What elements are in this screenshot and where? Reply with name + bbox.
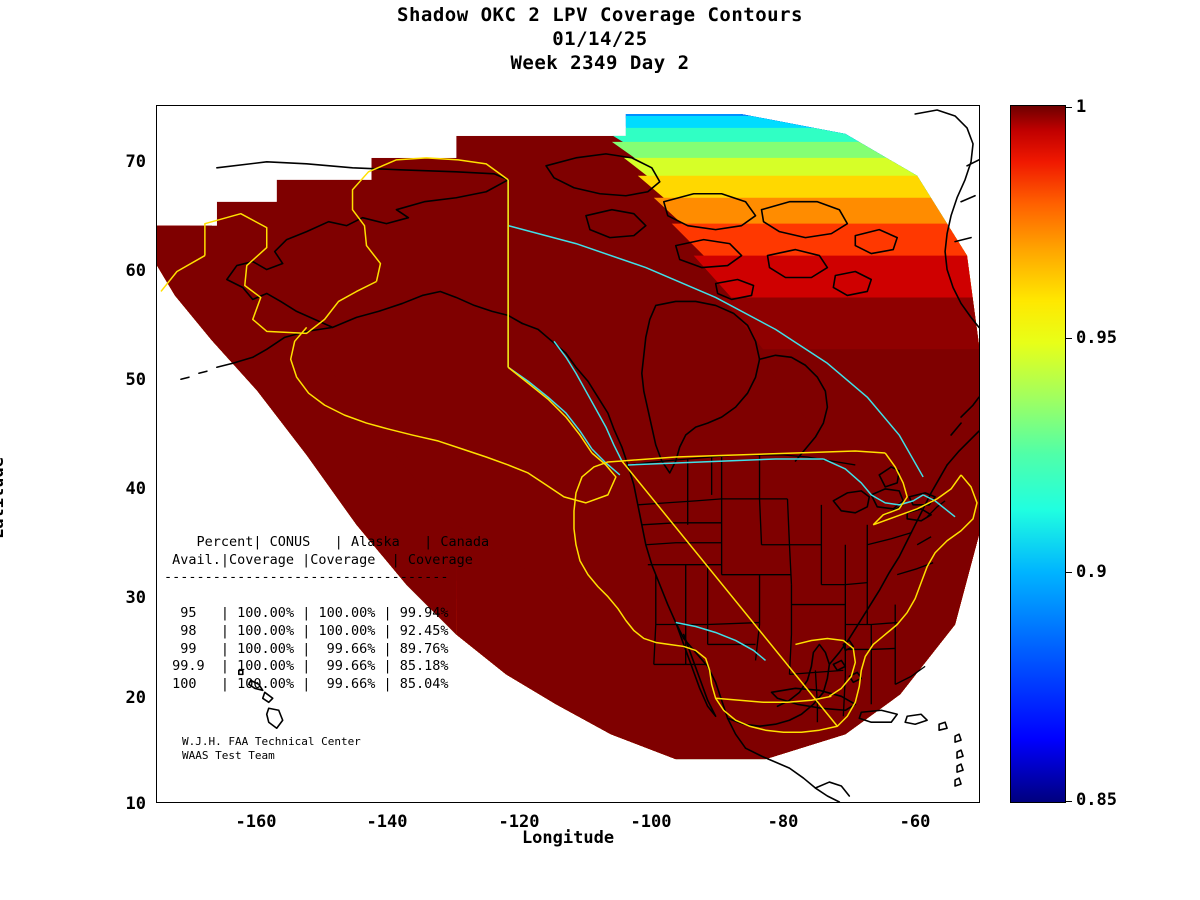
y-tick-20: 20 [125,688,146,708]
colorbar-tick-085 [1066,801,1072,802]
x-tick-neg100: -100 [630,812,672,832]
x-tick-neg140: -140 [366,812,408,832]
colorbar-gradient [1010,105,1066,803]
colorbar-label-085: 0.85 [1076,790,1117,810]
x-tick-neg120: -120 [498,812,540,832]
chart-title-line1: Shadow OKC 2 LPV Coverage Contours [397,4,803,26]
chart-title-line3: Week 2349 Day 2 [510,52,690,74]
x-tick-neg160: -160 [235,812,277,832]
colorbar-label-1: 1 [1076,97,1087,117]
attribution-line2: WAAS Test Team [182,749,275,762]
y-tick-50: 50 [125,370,146,390]
colorbar [1010,105,1066,803]
colorbar-tick-095 [1066,338,1072,339]
colorbar-label-09: 0.9 [1076,562,1107,582]
fir-boundaries [160,157,978,733]
colorbar-label-095: 0.95 [1076,328,1117,348]
x-tick-neg80: -80 [767,812,799,832]
colorbar-tick-09 [1066,572,1072,573]
y-tick-40: 40 [125,479,146,499]
y-axis-label: Latitude [0,457,8,539]
y-tick-60: 60 [125,261,146,281]
y-tick-30: 30 [125,588,146,608]
attribution-line1: W.J.H. FAA Technical Center [182,735,361,748]
x-axis-label: Longitude [521,828,615,848]
colorbar-tick-1 [1066,107,1072,108]
chart-title-line2: 01/14/25 [552,28,648,50]
y-tick-70: 70 [125,152,146,172]
attribution-text: W.J.H. FAA Technical Center WAAS Test Te… [182,735,361,763]
map-plot-area [156,105,980,803]
x-tick-neg60: -60 [899,812,931,832]
coverage-contour-map [157,106,979,802]
y-tick-10: 10 [125,794,146,814]
state-boundaries [627,454,946,723]
